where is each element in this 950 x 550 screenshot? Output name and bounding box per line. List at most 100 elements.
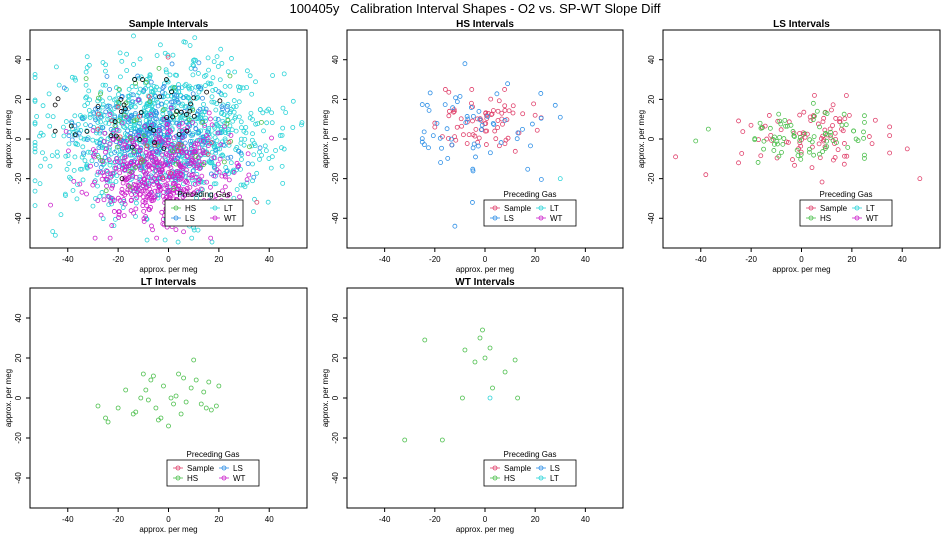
data-point-lt: [45, 113, 51, 119]
y-tick-label: -40: [331, 472, 340, 484]
data-point-wt: [222, 172, 228, 178]
legend-entry-ls: LS: [185, 214, 195, 223]
data-point-ls: [449, 142, 455, 148]
data-point-hs: [178, 142, 184, 148]
data-point-sample: [502, 87, 508, 92]
data-point-ls: [93, 162, 99, 167]
data-point-ls: [148, 146, 154, 152]
data-point-lt: [32, 72, 38, 77]
panel-2: HS Intervals -40 -20 0 20 40 -40 -20 0 20 40 approx…: [321, 19, 624, 274]
data-point-black: [132, 77, 138, 82]
data-point-lt: [124, 68, 130, 73]
data-point-hs: [143, 387, 149, 393]
data-point-hs: [186, 117, 192, 123]
data-point-ls: [108, 127, 114, 132]
data-point-hs: [144, 79, 149, 85]
x-axis-label: approx. per meg: [456, 265, 514, 274]
y-tick-label: -20: [331, 172, 340, 184]
data-point-ls: [487, 150, 493, 156]
data-point-wt: [119, 186, 125, 192]
data-point-wt: [196, 145, 202, 151]
data-point-sample: [842, 116, 848, 122]
data-point-black: [188, 101, 193, 107]
legend: Preceding Gas HS LT LS WT: [164, 190, 244, 227]
data-point-sample: [872, 117, 878, 123]
data-point-hs: [777, 134, 782, 140]
data-point-ls: [148, 119, 153, 125]
data-point-ls: [224, 107, 230, 113]
data-point-lt: [32, 121, 38, 127]
x-tick-label: 40: [898, 255, 907, 264]
data-point-lt: [50, 114, 56, 120]
y-tick-label: -20: [14, 172, 23, 184]
data-point-lt: [195, 71, 201, 76]
data-point-wt: [184, 154, 190, 160]
data-point-sample: [837, 116, 843, 122]
data-point-sample: [887, 124, 893, 130]
data-point-wt: [142, 188, 148, 194]
data-point-ls: [470, 145, 476, 151]
data-point-lt: [250, 117, 255, 122]
data-point-wt: [125, 187, 131, 193]
data-point-sample: [476, 135, 482, 141]
data-point-hs: [123, 387, 129, 393]
data-point-lt: [238, 119, 244, 125]
data-point-ls: [485, 113, 491, 119]
data-point-sample: [168, 170, 173, 176]
data-point-wt: [167, 128, 173, 133]
data-point-lt: [232, 115, 238, 121]
data-point-lt: [32, 98, 38, 104]
data-point-wt: [148, 205, 154, 210]
data-point-lt: [193, 96, 199, 101]
data-point-wt: [145, 153, 151, 159]
data-point-sample: [474, 116, 480, 122]
data-point-ls: [225, 155, 231, 161]
legend-marker: [175, 465, 181, 471]
data-point-hs: [820, 149, 825, 154]
data-point-hs: [178, 411, 184, 417]
data-point-sample: [832, 130, 838, 136]
data-point-ls: [169, 99, 174, 105]
data-point-lt: [240, 85, 246, 91]
data-point-hs: [216, 383, 222, 389]
data-point-sample: [488, 96, 494, 102]
y-tick-label: 0: [14, 136, 23, 141]
data-point-wt: [179, 128, 185, 133]
data-point-lt: [269, 120, 275, 126]
legend-marker: [221, 475, 227, 481]
data-point-hs: [810, 117, 816, 123]
data-point-hs: [792, 134, 797, 139]
data-point-hs: [115, 405, 121, 411]
data-point-lt: [236, 114, 242, 120]
data-point-ls: [421, 129, 427, 135]
y-tick-label: 0: [331, 395, 340, 400]
data-point-wt: [90, 153, 96, 159]
data-point-lt: [68, 176, 74, 182]
data-point-ls: [219, 104, 225, 110]
data-point-lt: [63, 193, 68, 198]
data-point-ls: [181, 95, 187, 101]
data-point-lt: [82, 158, 88, 164]
data-point-black: [52, 102, 58, 108]
data-point-lt: [227, 83, 233, 89]
data-point-wt: [171, 188, 177, 193]
data-point-lt: [238, 136, 244, 142]
data-point-wt: [244, 177, 250, 182]
data-point-hs: [839, 122, 845, 128]
data-point-sample: [703, 172, 709, 178]
data-point-ls: [136, 152, 142, 158]
data-point-wt: [199, 173, 205, 179]
data-point-ls: [156, 149, 162, 155]
data-point-lt: [66, 129, 72, 135]
data-point-sample: [775, 118, 781, 124]
data-point-ls: [445, 156, 451, 161]
data-point-ls: [203, 106, 209, 112]
data-point-lt: [244, 68, 250, 74]
data-point-wt: [165, 122, 171, 128]
data-point-lt: [148, 175, 154, 181]
data-point-lt: [266, 156, 272, 161]
data-point-hs: [158, 415, 164, 421]
data-point-hs: [99, 158, 105, 163]
data-point-lt: [65, 153, 71, 159]
data-point-ls: [69, 137, 75, 143]
